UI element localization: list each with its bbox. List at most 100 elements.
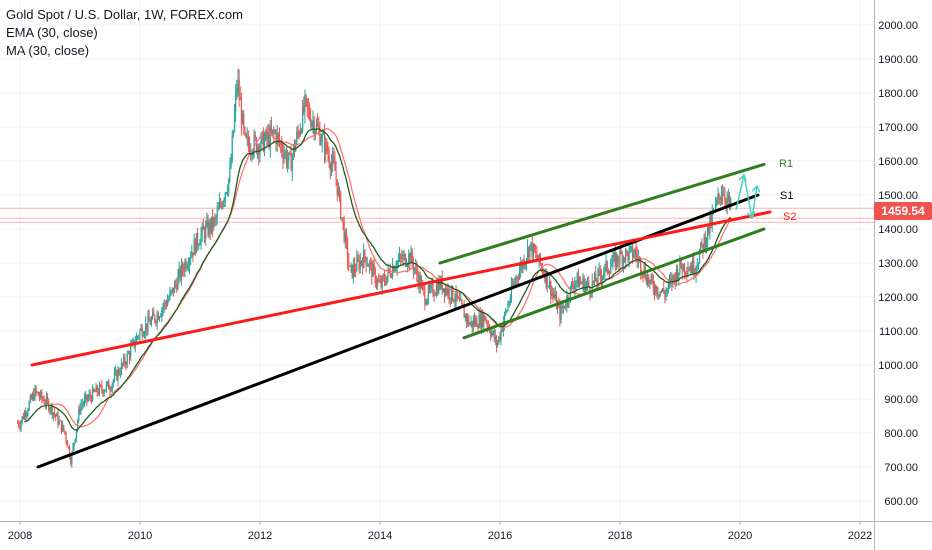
candle-body xyxy=(158,316,161,320)
candle-body xyxy=(514,281,516,283)
candle-body xyxy=(102,390,104,394)
candle-body xyxy=(274,132,276,134)
candle-body xyxy=(299,130,301,136)
candle-body xyxy=(607,271,609,273)
candle-body xyxy=(426,299,428,304)
price-tick-label: 700.00 xyxy=(884,462,918,474)
candle-body xyxy=(485,320,487,322)
candle-body xyxy=(197,233,199,246)
candle-body xyxy=(247,136,249,145)
candle-body xyxy=(463,307,465,318)
candle-body xyxy=(584,285,586,292)
candle-body xyxy=(334,161,336,171)
candle-body xyxy=(364,250,366,257)
candle-body xyxy=(435,284,438,295)
candle-body xyxy=(574,282,576,290)
candle-body xyxy=(64,430,66,433)
time-tick-label: 2010 xyxy=(128,530,152,542)
candle-body xyxy=(332,155,334,163)
candle-body xyxy=(561,305,563,309)
candle-body xyxy=(500,329,502,340)
candle-body xyxy=(295,142,297,152)
candle-body xyxy=(240,100,243,125)
candle-body xyxy=(281,143,283,153)
candle-body xyxy=(484,315,486,321)
candle-body xyxy=(614,252,616,268)
candle-body xyxy=(667,282,669,290)
candle-body xyxy=(417,275,419,287)
candle-body xyxy=(149,321,151,325)
candle-body xyxy=(337,188,339,196)
candle-body xyxy=(276,133,278,145)
candle-body xyxy=(467,316,469,322)
candle-body xyxy=(315,123,318,132)
candle-body xyxy=(29,395,31,403)
candle-body xyxy=(34,387,36,400)
candle-body xyxy=(577,273,579,288)
candle-body xyxy=(70,457,72,464)
candle-body xyxy=(720,194,723,200)
time-axis[interactable]: 2008 2010 2012 2014 2016 2018 2020 2022 xyxy=(0,521,932,542)
candle-body xyxy=(359,260,361,270)
candle-body xyxy=(456,291,458,298)
ma-indicator-label[interactable]: MA (30, close) xyxy=(6,43,90,58)
candle-body xyxy=(160,315,162,317)
candle-body xyxy=(434,294,436,296)
candle-body xyxy=(272,129,274,133)
candle-body xyxy=(244,127,246,134)
candle-body xyxy=(548,280,551,287)
candle-body xyxy=(305,95,307,99)
candle-body xyxy=(182,264,184,270)
candle-body xyxy=(664,292,666,297)
candle-body xyxy=(494,336,496,340)
ema-indicator-label[interactable]: EMA (30, close) xyxy=(6,25,98,40)
candle-body xyxy=(348,261,350,266)
candle-body xyxy=(81,404,83,406)
candle-body xyxy=(373,264,375,269)
candle-body xyxy=(338,188,341,193)
candle-body xyxy=(150,318,153,325)
candle-body xyxy=(613,252,615,256)
candle-body xyxy=(430,284,432,289)
candle-body xyxy=(683,264,686,273)
candle-body xyxy=(393,266,395,272)
candle-body xyxy=(258,146,260,156)
candle-body xyxy=(704,236,706,248)
candle-body xyxy=(508,303,510,305)
candle-body xyxy=(597,270,599,283)
candle-body xyxy=(92,388,94,401)
candle-body xyxy=(507,304,509,311)
candle-body xyxy=(141,327,143,337)
candle-body xyxy=(473,319,476,325)
candle-body xyxy=(447,288,449,294)
candle-body xyxy=(383,277,386,282)
candle-body xyxy=(248,144,251,153)
candle-body xyxy=(363,250,365,268)
candle-body xyxy=(117,369,119,380)
candle-body xyxy=(677,268,679,280)
candle-body xyxy=(590,293,592,295)
candle-body xyxy=(575,280,577,283)
candle-body xyxy=(557,304,559,310)
candle-body xyxy=(135,336,138,343)
symbol-title[interactable]: Gold Spot / U.S. Dollar, 1W, FOREX.com xyxy=(6,7,243,22)
candle-body xyxy=(480,312,483,327)
candle-body xyxy=(242,112,244,125)
candle-body xyxy=(227,190,229,193)
trendlines[interactable] xyxy=(30,162,772,469)
projection-arrow-up-2-head xyxy=(751,184,761,193)
candle-body xyxy=(705,240,708,248)
candle-body xyxy=(583,278,585,292)
candle-body xyxy=(543,272,545,275)
price-axis[interactable]: 2000.00 1900.00 1800.00 1700.00 1600.00 1500.… xyxy=(874,0,932,550)
candle-body xyxy=(306,98,308,107)
candle-body xyxy=(83,398,86,404)
candle-body xyxy=(689,267,691,271)
candle-body xyxy=(695,267,697,275)
price-tick-label: 1700.00 xyxy=(878,122,918,134)
candle-body xyxy=(596,281,598,283)
candle-body xyxy=(308,108,311,119)
candle-body xyxy=(370,262,372,264)
candle-body xyxy=(380,282,382,288)
